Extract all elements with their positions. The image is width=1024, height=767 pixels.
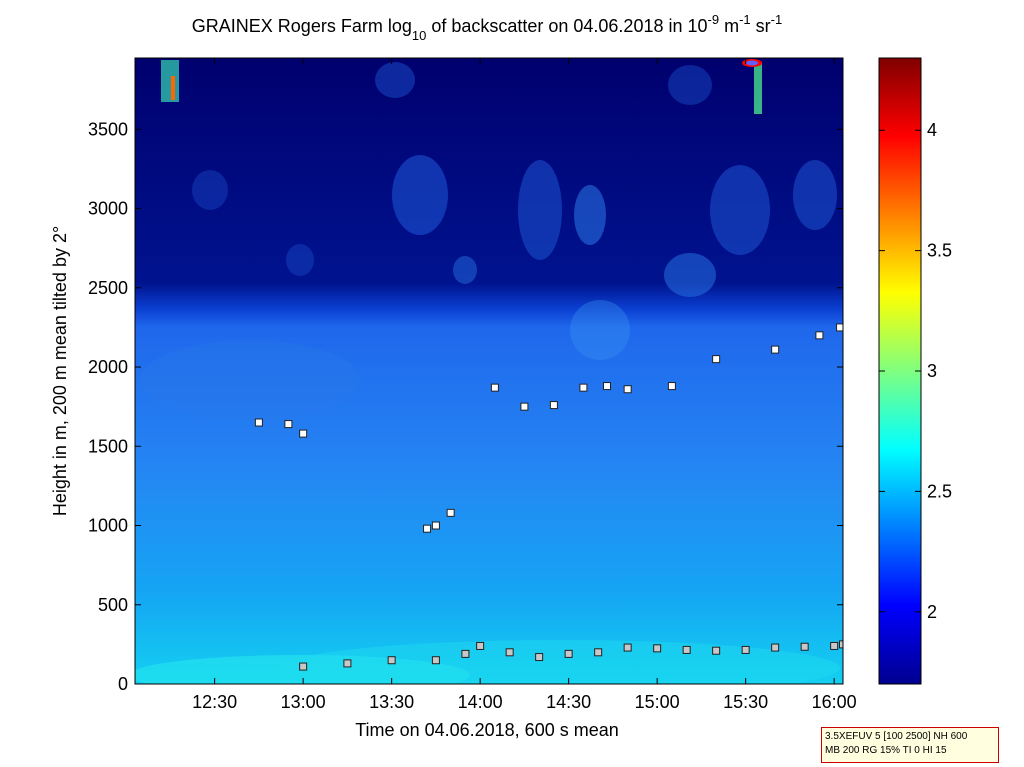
chart-title: GRAINEX Rogers Farm log10 of backscatter… [192, 12, 782, 43]
x-tick-label: 14:00 [458, 692, 503, 712]
data-point-marker [623, 385, 632, 394]
y-axis: 0 500 1000 1500 2000 2500 3000 3500 [88, 119, 843, 694]
data-point-marker [653, 644, 662, 653]
y-tick-label: 3500 [88, 119, 128, 139]
data-point-marker [712, 355, 721, 364]
y-tick-label: 1000 [88, 516, 128, 536]
x-axis: 12:30 13:00 13:30 14:00 14:30 15:00 15:30 16:00 [192, 58, 857, 712]
data-point-marker [682, 645, 691, 654]
data-point-marker [623, 643, 632, 652]
data-point-marker [490, 383, 499, 392]
data-point-marker [284, 420, 293, 429]
x-tick-label: 13:30 [369, 692, 414, 712]
y-tick-label: 2500 [88, 278, 128, 298]
colorbar [878, 57, 922, 685]
data-point-marker [431, 656, 440, 665]
data-point-marker [815, 331, 824, 340]
y-tick-label: 1500 [88, 436, 128, 456]
colorbar-tick-label: 2.5 [927, 481, 952, 501]
info-line-2: MB 200 RG 15% TI 0 HI 15 [825, 745, 947, 756]
data-point-marker [254, 418, 263, 427]
x-tick-label: 15:30 [723, 692, 768, 712]
plot-frame [134, 57, 844, 685]
colorbar-tick-label: 3 [927, 361, 937, 381]
data-point-marker [549, 401, 558, 410]
x-tick-label: 13:00 [281, 692, 326, 712]
y-tick-label: 500 [98, 595, 128, 615]
data-point-marker [667, 382, 676, 391]
data-point-marker [800, 642, 809, 651]
data-point-marker [594, 648, 603, 657]
colorbar-tick-label: 3.5 [927, 241, 952, 261]
data-point-marker [771, 643, 780, 652]
info-line-1: 3.5XEFUV 5 [100 2500] NH 600 [825, 731, 968, 742]
y-tick-label: 3000 [88, 199, 128, 219]
data-point-marker [299, 429, 308, 438]
data-point-marker [564, 649, 573, 658]
data-point-marker [461, 649, 470, 658]
colorbar-tick-label: 4 [927, 120, 937, 140]
data-point-marker [830, 641, 839, 650]
data-point-marker [476, 641, 485, 650]
series-markers [254, 323, 843, 671]
x-tick-label: 12:30 [192, 692, 237, 712]
x-tick-label: 15:00 [635, 692, 680, 712]
data-point-marker [505, 648, 514, 657]
data-point-marker [603, 382, 611, 391]
data-point-marker [520, 402, 529, 411]
x-axis-label: Time on 04.06.2018, 600 s mean [355, 720, 619, 740]
y-tick-label: 0 [118, 674, 128, 694]
heatmap-patches [135, 59, 840, 684]
data-point-marker [431, 521, 440, 530]
data-point-marker [343, 659, 352, 668]
y-tick-label: 2000 [88, 357, 128, 377]
data-point-marker [839, 640, 843, 649]
data-point-marker [579, 383, 588, 392]
data-point-marker [387, 656, 396, 665]
data-point-marker [299, 662, 308, 671]
colorbar-tick-label: 2 [927, 602, 937, 622]
data-point-marker [836, 323, 843, 332]
data-point-marker [712, 646, 721, 655]
data-point-marker [446, 508, 455, 517]
data-point-marker [741, 645, 750, 654]
data-point-marker [535, 653, 544, 662]
x-tick-label: 16:00 [812, 692, 857, 712]
data-point-marker [771, 345, 780, 354]
colorbar-axis: 2 2.5 3 3.5 4 [879, 120, 952, 622]
heatmap-field [135, 58, 843, 684]
y-axis-label: Height in m, 200 m mean tilted by 2° [50, 226, 70, 516]
processing-info-box: 3.5XEFUV 5 [100 2500] NH 600 MB 200 RG 1… [821, 727, 999, 763]
data-point-marker [423, 524, 432, 533]
x-tick-label: 14:30 [546, 692, 591, 712]
